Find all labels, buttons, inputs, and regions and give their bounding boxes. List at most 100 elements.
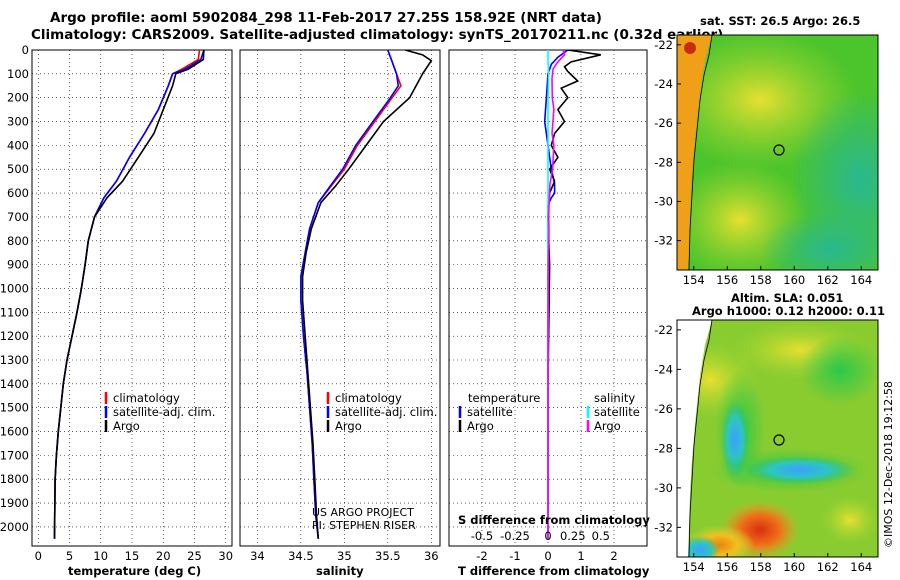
map-y-tick-label: -22 [654, 38, 673, 52]
timestamp-label: ©IMOS 12-Dec-2018 19:12:58 [882, 381, 895, 548]
map-y-tick-label: -28 [654, 155, 673, 169]
temperature-axis-label: temperature (deg C) [68, 564, 201, 578]
legend-title-salinity: salinity [594, 391, 635, 405]
y-tick-label: 2000 [0, 520, 29, 534]
series-line-s-argo [547, 50, 566, 539]
x-tick-label: 34.5 [288, 549, 314, 563]
sla-map-field [677, 320, 878, 557]
y-tick-label: 1200 [0, 329, 29, 343]
credit-project: US ARGO PROJECT [312, 506, 414, 519]
y-tick-label: 1400 [0, 377, 29, 391]
y-tick-label: 1900 [0, 496, 29, 510]
t-difference-axis-label: T difference from climatology [458, 564, 650, 578]
y-tick-label: 0 [22, 43, 29, 57]
s-tick-label: -0.25 [500, 529, 530, 543]
s-tick-label: -0.5 [471, 529, 493, 543]
map-x-tick-label: 164 [850, 560, 872, 574]
sla-map-frame [676, 319, 879, 558]
x-tick-label: 25 [187, 549, 202, 563]
y-tick-label: 200 [7, 91, 29, 105]
sla-map-title: Altim. SLA: 0.051 [731, 291, 843, 305]
legend-label-climatology: climatology [113, 391, 180, 405]
sst-map-title: sat. SST: 26.5 Argo: 26.5 [700, 14, 860, 28]
map-x-tick-label: 162 [817, 560, 839, 574]
legend-label-satellite: satellite-adj. clim. [113, 405, 215, 419]
y-tick-label: 1500 [0, 401, 29, 415]
map-x-tick-label: 156 [716, 560, 738, 574]
y-tick-label: 600 [7, 186, 29, 200]
x-tick-label: -1 [509, 549, 520, 563]
x-tick-label: 36 [424, 549, 439, 563]
map-x-tick-label: 160 [783, 560, 805, 574]
difference-legend-temperature: temperature satellite Argo [458, 391, 540, 433]
map-y-tick-label: -22 [654, 323, 673, 337]
y-tick-label: 100 [7, 67, 29, 81]
y-tick-label: 500 [7, 162, 29, 176]
x-tick-label: 0 [544, 549, 551, 563]
map-x-tick-label: 164 [850, 273, 872, 287]
difference-legend-salinity: salinity satellite Argo [586, 391, 640, 433]
map-y-tick-label: -24 [654, 362, 673, 376]
x-tick-label: 2 [610, 549, 617, 563]
legend-label-climatology: climatology [335, 391, 402, 405]
x-tick-label: 5 [66, 549, 73, 563]
x-tick-label: 20 [156, 549, 171, 563]
map-y-tick-label: -28 [654, 441, 673, 455]
series-line-argo [53, 50, 205, 539]
x-tick-label: 34 [250, 549, 265, 563]
y-tick-label: 1000 [0, 281, 29, 295]
credit-pi: PI: STEPHEN RISER [312, 519, 416, 532]
s-difference-axis-label: S difference from climatology [458, 513, 650, 527]
series-line-satellite-adj-clim- [300, 50, 400, 539]
x-tick-label: -2 [476, 549, 487, 563]
x-tick-label: 35 [337, 549, 352, 563]
series-line-t-argo [547, 50, 601, 539]
y-tick-label: 700 [7, 210, 29, 224]
sla-float-marker [773, 434, 785, 446]
x-tick-label: 30 [218, 549, 233, 563]
map-x-tick-label: 162 [817, 273, 839, 287]
map-y-tick-label: -32 [654, 234, 673, 248]
series-line-climatology [300, 50, 402, 539]
legend-label-argo: Argo [113, 419, 140, 433]
legend-label-t-argo: Argo [467, 419, 494, 433]
s-tick-label: 0.25 [560, 529, 586, 543]
legend-label-s-argo: Argo [594, 419, 621, 433]
map-x-tick-label: 156 [716, 273, 738, 287]
map-x-tick-label: 160 [783, 273, 805, 287]
x-tick-label: 0 [35, 549, 42, 563]
s-tick-label: 0 [544, 529, 551, 543]
legend-label-s-satellite: satellite [594, 405, 640, 419]
legend-label-t-satellite: satellite [467, 405, 513, 419]
x-tick-label: 10 [93, 549, 108, 563]
y-tick-label: 300 [7, 115, 29, 129]
sst-float-marker [773, 144, 785, 156]
map-y-tick-label: -26 [654, 116, 673, 130]
salinity-legend: climatology satellite-adj. clim. Argo [326, 391, 437, 433]
map-x-tick-label: 158 [750, 560, 772, 574]
map-y-tick-label: -30 [654, 194, 673, 208]
series-line-argo [301, 50, 433, 539]
y-tick-label: 1800 [0, 472, 29, 486]
y-tick-label: 1700 [0, 448, 29, 462]
y-tick-label: 900 [7, 258, 29, 272]
y-tick-label: 400 [7, 138, 29, 152]
y-tick-label: 1600 [0, 425, 29, 439]
salinity-axis-label: salinity [316, 564, 364, 578]
salinity-panel-frame [239, 49, 441, 547]
x-tick-label: 1 [577, 549, 584, 563]
s-tick-label: 0.5 [592, 529, 610, 543]
sst-map-frame [676, 34, 879, 271]
chart-title-line1: Argo profile: aoml 5902084_298 11-Feb-20… [50, 10, 602, 26]
map-x-tick-label: 154 [683, 273, 705, 287]
y-tick-label: 1300 [0, 353, 29, 367]
chart-title-line2: Climatology: CARS2009. Satellite-adjuste… [31, 27, 724, 43]
series-line-satellite-adj-clim- [53, 50, 205, 539]
legend-label-satellite: satellite-adj. clim. [335, 405, 437, 419]
legend-title-temperature: temperature [468, 391, 540, 405]
x-tick-label: 35.5 [375, 549, 401, 563]
sst-map-field [677, 35, 878, 270]
map-y-tick-label: -30 [654, 481, 673, 495]
map-x-tick-label: 154 [683, 560, 705, 574]
